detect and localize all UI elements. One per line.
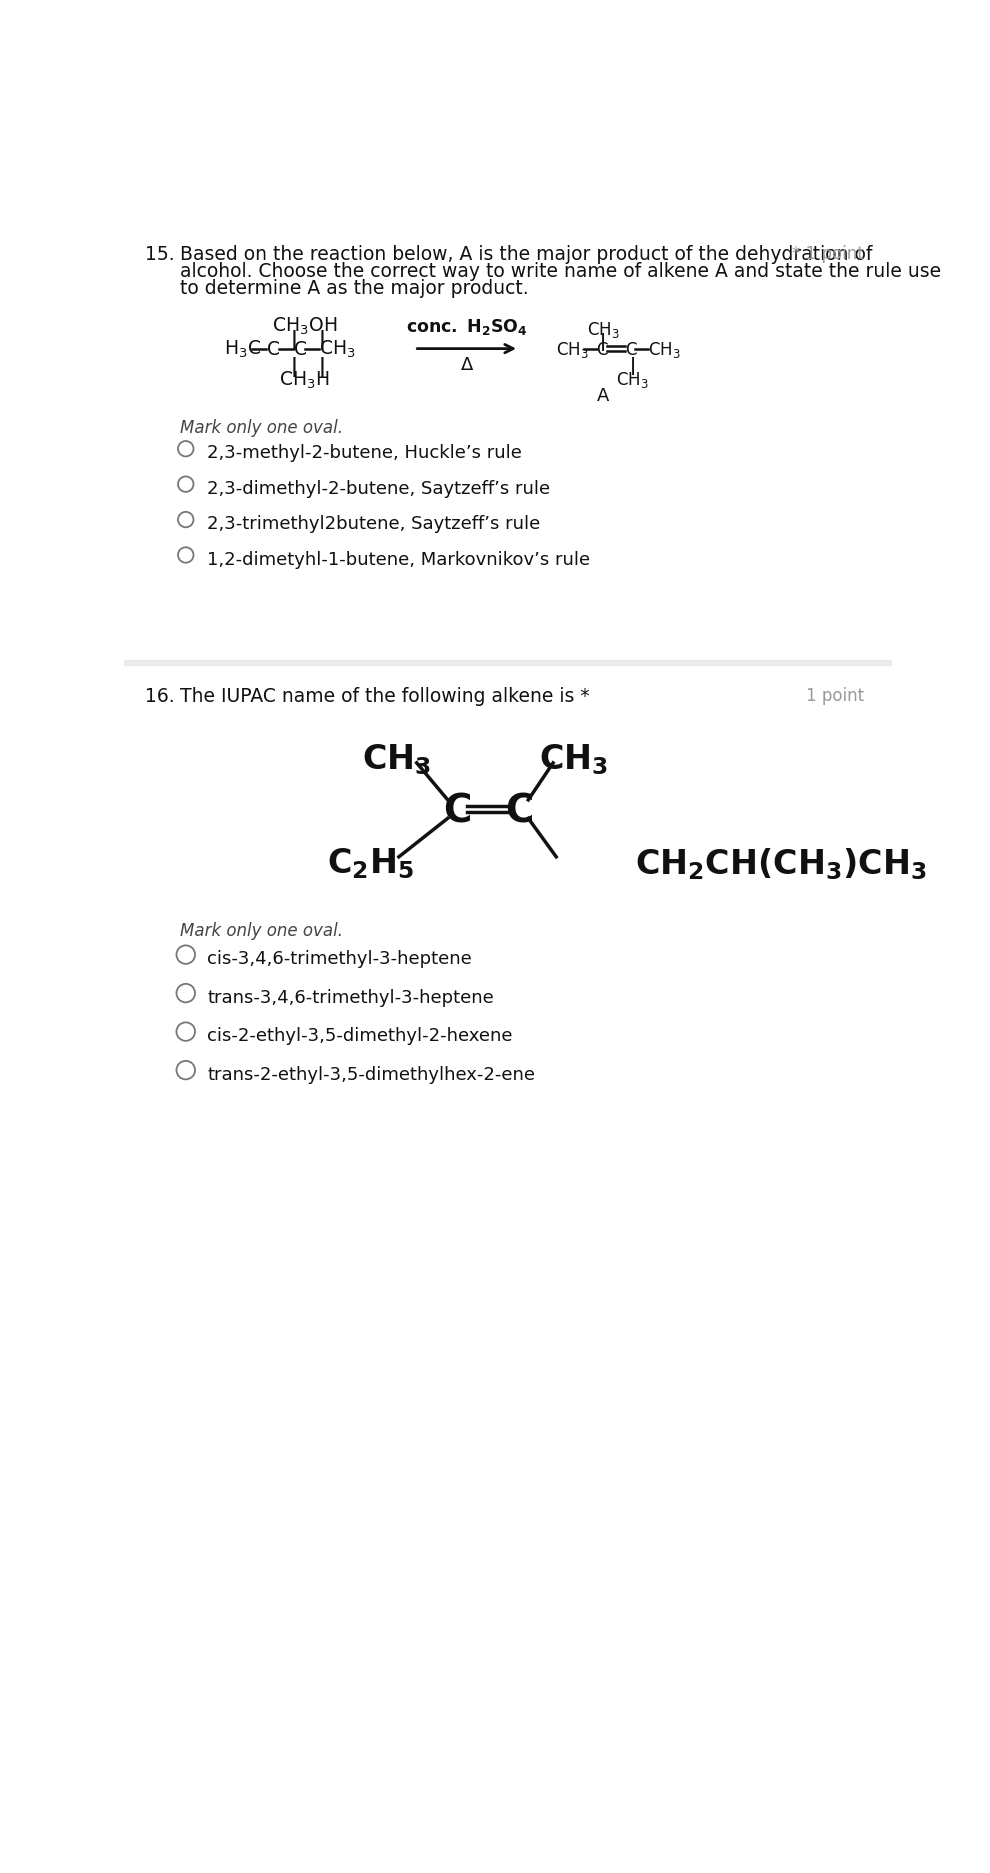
Text: trans-2-ethyl-3,5-dimethylhex-2-ene: trans-2-ethyl-3,5-dimethylhex-2-ene	[208, 1066, 536, 1083]
Text: $\mathrm{C}$: $\mathrm{C}$	[293, 339, 307, 360]
Text: $\mathrm{C}$: $\mathrm{C}$	[625, 341, 638, 358]
Text: cis-3,4,6-trimethyl-3-heptene: cis-3,4,6-trimethyl-3-heptene	[208, 950, 472, 968]
Text: $\mathrm{CH_3}$: $\mathrm{CH_3}$	[319, 339, 355, 360]
Text: $\mathrm{CH_3}$: $\mathrm{CH_3}$	[616, 369, 648, 390]
Text: $\mathrm{CH_3}$: $\mathrm{CH_3}$	[587, 320, 620, 339]
Text: * 1 point: * 1 point	[792, 245, 864, 262]
Text: Mark only one oval.: Mark only one oval.	[179, 922, 343, 938]
Text: |: |	[319, 358, 326, 376]
Text: 1,2-dimetyhl-1-butene, Markovnikov’s rule: 1,2-dimetyhl-1-butene, Markovnikov’s rul…	[208, 551, 591, 568]
Text: $\mathbf{C}$: $\mathbf{C}$	[443, 790, 471, 828]
Text: |: |	[319, 330, 326, 350]
Text: 1 point: 1 point	[806, 687, 864, 704]
Text: $\mathrm{CH_3}$: $\mathrm{CH_3}$	[556, 339, 589, 360]
Text: 2,3-dimethyl-2-butene, Saytzeff’s rule: 2,3-dimethyl-2-butene, Saytzeff’s rule	[208, 479, 550, 498]
Text: |: |	[291, 330, 298, 350]
Text: 15.: 15.	[146, 245, 175, 264]
Text: $\mathrm{C}$: $\mathrm{C}$	[597, 341, 609, 358]
Text: |: |	[630, 358, 636, 375]
Text: cis-2-ethyl-3,5-dimethyl-2-hexene: cis-2-ethyl-3,5-dimethyl-2-hexene	[208, 1026, 513, 1045]
Text: $\mathrm{H_3C}$: $\mathrm{H_3C}$	[225, 339, 261, 360]
Text: $\mathrm{CH_3OH}$: $\mathrm{CH_3OH}$	[271, 315, 337, 337]
Text: 2,3-methyl-2-butene, Huckle’s rule: 2,3-methyl-2-butene, Huckle’s rule	[208, 444, 523, 463]
Text: A: A	[597, 386, 610, 405]
Text: to determine A as the major product.: to determine A as the major product.	[179, 279, 529, 298]
Text: $\mathbf{CH_3}$: $\mathbf{CH_3}$	[539, 742, 608, 777]
Text: 2,3-trimethyl2butene, Saytzeff’s rule: 2,3-trimethyl2butene, Saytzeff’s rule	[208, 515, 541, 534]
Text: 16.: 16.	[146, 687, 175, 706]
Text: alcohol. Choose the correct way to write name of alkene A and state the rule use: alcohol. Choose the correct way to write…	[179, 262, 940, 281]
Text: $\mathrm{CH_3H}$: $\mathrm{CH_3H}$	[279, 369, 330, 391]
Text: $\mathbf{CH_2CH(CH_3)CH_3}$: $\mathbf{CH_2CH(CH_3)CH_3}$	[636, 847, 928, 882]
Text: $\mathbf{CH_3}$: $\mathbf{CH_3}$	[362, 742, 431, 777]
Text: The IUPAC name of the following alkene is *: The IUPAC name of the following alkene i…	[179, 687, 589, 706]
Text: $\mathbf{C}$: $\mathbf{C}$	[505, 790, 533, 828]
Text: $\mathrm{CH_3}$: $\mathrm{CH_3}$	[647, 339, 680, 360]
Text: $\mathrm{C}$: $\mathrm{C}$	[266, 339, 280, 360]
Text: |: |	[291, 358, 298, 376]
Text: trans-3,4,6-trimethyl-3-heptene: trans-3,4,6-trimethyl-3-heptene	[208, 989, 494, 1006]
Text: Based on the reaction below, A is the major product of the dehydration of: Based on the reaction below, A is the ma…	[179, 245, 872, 264]
Text: Mark only one oval.: Mark only one oval.	[179, 420, 343, 436]
Text: |: |	[600, 333, 606, 350]
Text: $\mathbf{C_2H_5}$: $\mathbf{C_2H_5}$	[327, 847, 414, 880]
Text: $\Delta$: $\Delta$	[459, 356, 474, 373]
Text: $\mathbf{conc.\ H_2SO_4}$: $\mathbf{conc.\ H_2SO_4}$	[406, 317, 528, 337]
